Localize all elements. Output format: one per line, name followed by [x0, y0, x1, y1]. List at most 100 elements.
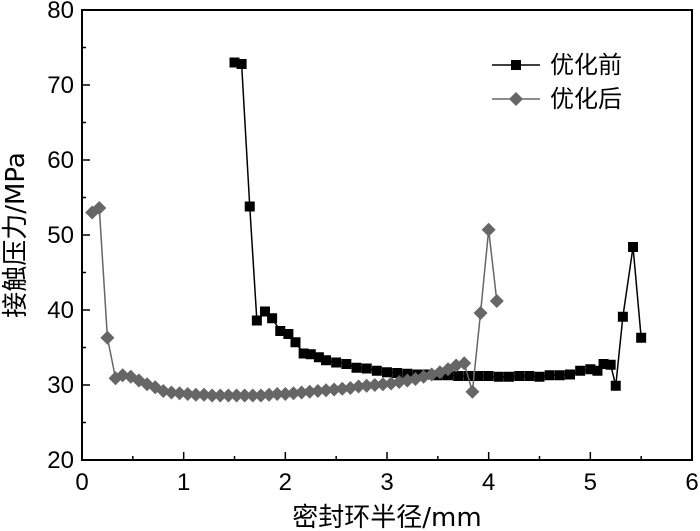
series-line — [91, 206, 498, 397]
x-axis-title: 密封环半径/mm — [292, 503, 481, 531]
data-point — [253, 388, 268, 403]
data-point — [473, 306, 488, 320]
data-point — [361, 363, 372, 374]
x-tick-label: 3 — [380, 469, 393, 496]
data-point — [305, 349, 316, 360]
data-point — [473, 371, 484, 381]
data-point — [100, 330, 115, 345]
x-tick-label: 0 — [75, 469, 88, 496]
data-point — [617, 311, 628, 322]
data-point — [351, 379, 366, 394]
data-point — [575, 365, 586, 376]
data-point — [481, 222, 496, 237]
data-point — [367, 378, 382, 392]
data-point — [260, 306, 270, 317]
x-tick-label: 2 — [279, 469, 292, 496]
data-point — [213, 388, 228, 403]
data-point — [290, 337, 301, 348]
y-tick-label: 70 — [47, 72, 74, 99]
ticks-layer: 0 1 2 3 4 5 6 20 30 40 50 60 70 80 — [47, 0, 698, 496]
data-point — [331, 357, 342, 368]
legend-entry: 优化后 — [492, 85, 622, 113]
series-1 — [229, 57, 647, 391]
data-point — [221, 388, 236, 403]
data-point — [392, 368, 403, 378]
x-tick-label: 6 — [685, 469, 698, 496]
y-tick-label: 30 — [47, 372, 74, 399]
legend-marker — [509, 92, 523, 106]
data-point — [351, 362, 362, 373]
legend-label: 优化后 — [550, 85, 622, 113]
legend-marker — [511, 60, 521, 70]
data-point — [359, 378, 374, 393]
x-tick-label: 4 — [482, 469, 495, 496]
data-point — [229, 388, 244, 403]
data-point — [453, 371, 464, 381]
data-point — [262, 387, 277, 402]
data-point — [313, 352, 324, 363]
x-tick-label: 1 — [177, 469, 190, 496]
data-point — [493, 371, 504, 382]
data-point — [298, 348, 309, 359]
y-tick-label: 80 — [47, 0, 74, 24]
data-point — [375, 377, 390, 392]
data-point — [483, 371, 494, 381]
data-point — [598, 359, 609, 369]
data-point — [504, 371, 514, 382]
data-point — [302, 384, 317, 399]
x-tick-label: 5 — [584, 469, 597, 496]
data-point — [188, 387, 203, 402]
y-tick-label: 50 — [47, 222, 74, 249]
data-point — [605, 359, 616, 370]
y-axis-title: 接触压力/MPa — [1, 152, 31, 318]
data-point — [278, 387, 293, 401]
y-tick-label: 20 — [47, 447, 74, 474]
data-point — [335, 381, 350, 396]
data-point — [283, 329, 294, 339]
data-point — [244, 201, 255, 212]
data-point — [267, 313, 278, 324]
data-point — [237, 388, 252, 403]
data-point — [628, 242, 639, 252]
data-point — [457, 356, 472, 371]
data-point — [236, 59, 247, 69]
data-point — [321, 355, 331, 366]
data-point — [610, 380, 621, 391]
data-point — [172, 386, 187, 401]
data-point — [319, 383, 333, 398]
data-point — [534, 371, 545, 382]
data-point — [341, 359, 352, 369]
data-point — [327, 382, 342, 397]
data-point — [465, 384, 480, 399]
data-point — [371, 365, 382, 376]
data-point — [115, 368, 130, 383]
data-point — [636, 332, 647, 343]
data-point — [310, 384, 325, 398]
y-tick-label: 40 — [47, 297, 74, 324]
data-point — [489, 294, 504, 308]
data-point — [275, 326, 286, 336]
data-point — [544, 370, 555, 381]
data-point — [197, 387, 211, 402]
legend-entry: 优化前 — [492, 51, 622, 79]
data-point — [205, 388, 220, 403]
legend-label: 优化前 — [550, 51, 622, 79]
data-point — [382, 367, 392, 378]
data-point — [585, 364, 596, 375]
data-point — [245, 388, 260, 403]
series-layer — [85, 57, 647, 403]
data-point — [294, 385, 309, 400]
data-point — [164, 385, 179, 400]
data-point — [180, 387, 195, 401]
series-2 — [85, 201, 504, 403]
data-point — [92, 201, 107, 215]
data-point — [554, 370, 565, 381]
data-point — [270, 387, 285, 401]
data-point — [286, 386, 301, 401]
data-point — [524, 371, 535, 381]
data-point — [251, 315, 262, 326]
data-point — [592, 365, 603, 376]
data-point — [514, 371, 525, 381]
